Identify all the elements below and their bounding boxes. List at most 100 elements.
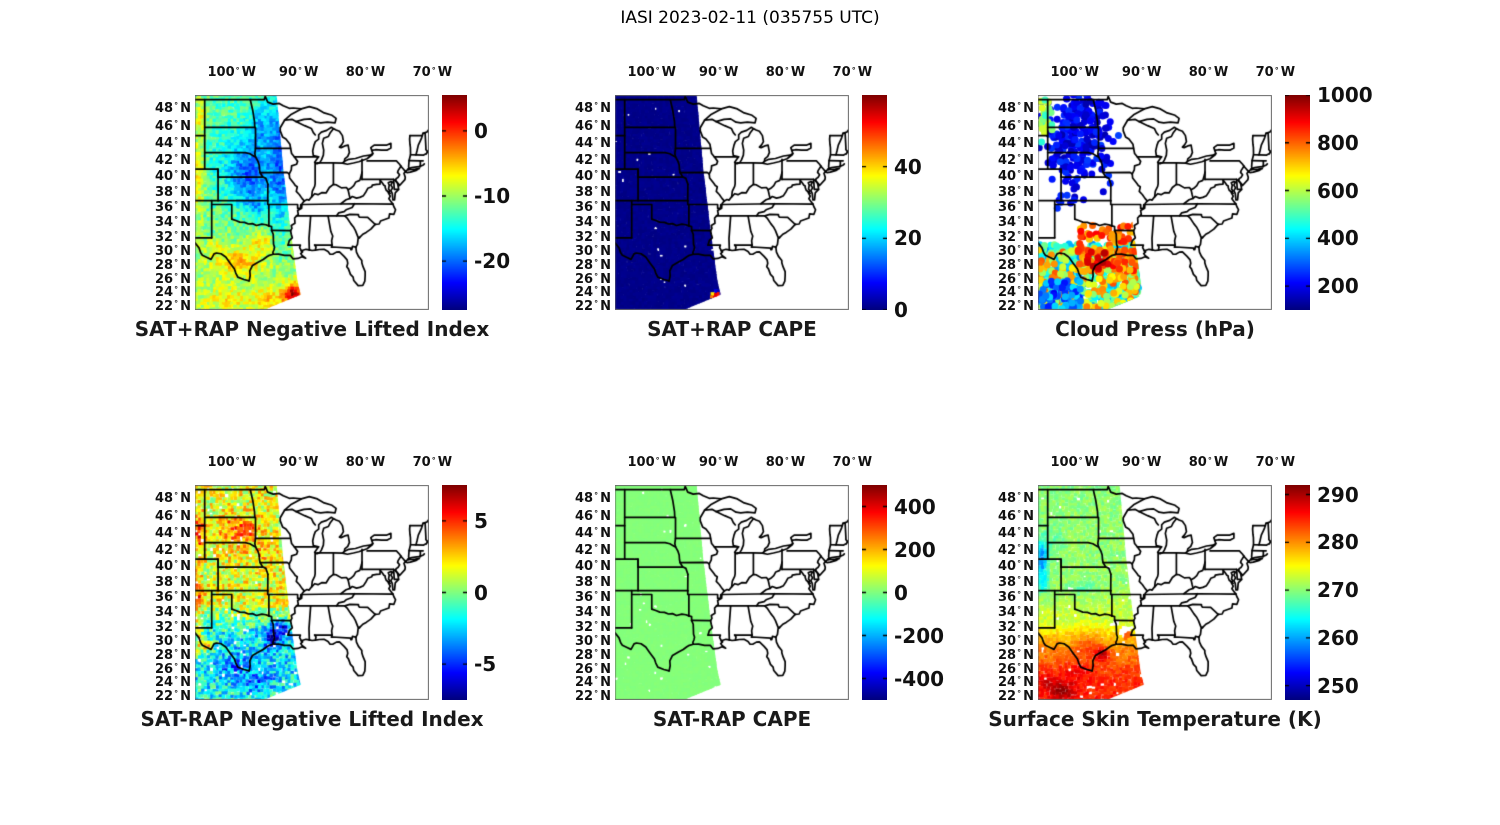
lon-tick-label: 90° W — [278, 65, 319, 80]
lat-tick-label: 44 ° N — [575, 136, 611, 152]
lat-tick-label: 38 ° N — [575, 574, 611, 590]
lat-tick-label: 30 ° N — [155, 634, 191, 650]
lat-tick-label: 46 ° N — [998, 118, 1034, 134]
lat-tick-label: 28 ° N — [998, 648, 1034, 664]
colorbar-tick-label: 1000 — [1317, 83, 1373, 107]
lat-tick-label: 26 ° N — [155, 661, 191, 677]
lat-tick-label: 34 ° N — [575, 605, 611, 621]
lat-tick-label: 38 ° N — [155, 184, 191, 200]
lat-tick-label: 22 ° N — [998, 298, 1034, 314]
lon-tick-label: 80° W — [1188, 455, 1229, 470]
lat-tick-label: 36 ° N — [155, 200, 191, 216]
lat-tick-label: 42 ° N — [998, 152, 1034, 168]
lat-tick-label: 32 ° N — [998, 619, 1034, 635]
lon-tick-label: 80° W — [1188, 65, 1229, 80]
lat-tick-label: 24 ° N — [155, 675, 191, 691]
lat-tick-label: 32 ° N — [155, 619, 191, 635]
colorbar-tick-label: -20 — [474, 249, 511, 274]
lat-tick-label: 40 ° N — [998, 169, 1034, 185]
lon-tick-label: 100° W — [627, 455, 676, 470]
colorbar-tick-label: 400 — [1317, 226, 1359, 251]
colorbar-surface-skin-temperature — [1285, 485, 1310, 700]
lat-tick-label: 44 ° N — [155, 526, 191, 542]
lon-tick-label: 70° W — [412, 455, 453, 470]
map-sat-plus-rap-cape — [615, 95, 849, 310]
colorbar-sat-plus-rap-nli — [442, 95, 467, 310]
panel-title: SAT+RAP CAPE — [647, 317, 817, 341]
map-surface-skin-temperature — [1038, 485, 1272, 700]
lat-tick-label: 48 ° N — [155, 100, 191, 116]
lat-tick-label: 34 ° N — [998, 215, 1034, 231]
lat-tick-label: 30 ° N — [575, 634, 611, 650]
lat-tick-label: 38 ° N — [998, 574, 1034, 590]
lat-tick-label: 42 ° N — [575, 542, 611, 558]
lon-tick-label: 80° W — [345, 65, 386, 80]
lat-tick-label: 24 ° N — [575, 285, 611, 301]
lat-tick-label: 34 ° N — [575, 215, 611, 231]
panel-sat-plus-rap-cape: 100° W 90° W 80° W 70° W 48 ° N 46 ° N 44 ° N 42 ° N 40 ° N 38… — [570, 55, 970, 355]
colorbar-cloud-press — [1285, 95, 1310, 310]
panel-title: Surface Skin Temperature (K) — [988, 707, 1322, 731]
lat-tick-label: 36 ° N — [155, 590, 191, 606]
lat-tick-label: 46 ° N — [575, 508, 611, 524]
lon-tick-label: 80° W — [765, 455, 806, 470]
lat-tick-label: 42 ° N — [998, 542, 1034, 558]
lat-tick-label: 36 ° N — [575, 590, 611, 606]
colorbar-tick-label: 200 — [894, 537, 936, 562]
colorbar-tick-label: 0 — [474, 580, 488, 605]
lon-tick-label: 70° W — [412, 65, 453, 80]
colorbar-tick-label: 800 — [1317, 130, 1359, 155]
colorbar-tick-label: 270 — [1317, 578, 1359, 603]
lat-tick-label: 22 ° N — [575, 688, 611, 704]
lat-tick-label: 28 ° N — [155, 648, 191, 664]
colorbar-tick-label: 200 — [1317, 274, 1359, 299]
lat-tick-label: 38 ° N — [155, 574, 191, 590]
lat-tick-label: 44 ° N — [998, 136, 1034, 152]
map-cloud-press — [1038, 95, 1272, 310]
lon-tick-label: 90° W — [278, 455, 319, 470]
panel-surface-skin-temperature: 100° W 90° W 80° W 70° W 48 ° N 46 ° N 44 ° N 42 ° N 40 ° N 38… — [988, 445, 1393, 745]
lat-tick-label: 40 ° N — [575, 169, 611, 185]
lon-tick-label: 100° W — [1050, 65, 1099, 80]
lat-tick-label: 22 ° N — [575, 298, 611, 314]
lat-tick-label: 22 ° N — [155, 688, 191, 704]
lat-tick-label: 48 ° N — [998, 100, 1034, 116]
lat-tick-label: 24 ° N — [155, 285, 191, 301]
lat-tick-label: 42 ° N — [155, 542, 191, 558]
lon-tick-label: 80° W — [345, 455, 386, 470]
lat-tick-label: 40 ° N — [155, 169, 191, 185]
lon-tick-label: 90° W — [698, 455, 739, 470]
panel-title: SAT+RAP Negative Lifted Index — [134, 317, 490, 341]
lon-tick-label: 70° W — [832, 65, 873, 80]
colorbar-tick-label: 0 — [894, 580, 908, 605]
lat-tick-label: 40 ° N — [155, 559, 191, 575]
lat-tick-label: 30 ° N — [998, 244, 1034, 260]
lat-tick-label: 32 ° N — [998, 229, 1034, 245]
panel-title: SAT-RAP Negative Lifted Index — [140, 707, 484, 731]
lon-tick-label: 100° W — [207, 455, 256, 470]
lat-tick-label: 44 ° N — [575, 526, 611, 542]
lat-tick-label: 36 ° N — [575, 200, 611, 216]
colorbar-tick-label: -400 — [894, 666, 945, 691]
lat-tick-label: 26 ° N — [998, 661, 1034, 677]
colorbar-tick-label: 5 — [474, 508, 488, 533]
lon-tick-label: 100° W — [1050, 455, 1099, 470]
colorbar-tick-label: 20 — [894, 226, 922, 251]
colorbar-tick-label: -200 — [894, 623, 945, 648]
panel-sat-plus-rap-negative-lifted-index: 100° W 90° W 80° W 70° W 48 ° N 46 ° N 44 ° N 42 ° N 40 ° N 38… — [135, 55, 550, 355]
lat-tick-label: 46 ° N — [575, 118, 611, 134]
lat-tick-label: 46 ° N — [998, 508, 1034, 524]
lat-tick-label: 44 ° N — [998, 526, 1034, 542]
colorbar-tick-label: 250 — [1317, 673, 1359, 698]
lat-tick-label: 46 ° N — [155, 508, 191, 524]
map-sat-minus-rap-nli — [195, 485, 429, 700]
map-sat-minus-rap-cape — [615, 485, 849, 700]
lon-tick-label: 90° W — [1121, 455, 1162, 470]
lat-tick-label: 28 ° N — [575, 648, 611, 664]
lat-tick-label: 34 ° N — [155, 215, 191, 231]
lon-tick-label: 70° W — [832, 455, 873, 470]
lat-tick-label: 30 ° N — [575, 244, 611, 260]
colorbar-tick-label: 40 — [894, 154, 922, 179]
colorbar-tick-label: 400 — [894, 494, 936, 519]
